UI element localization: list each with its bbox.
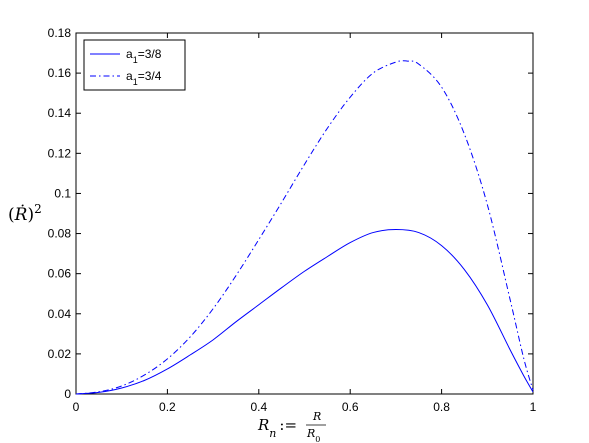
y-tick-label: 0.18 <box>48 26 72 40</box>
svg-text:R0: R0 <box>306 427 320 443</box>
x-tick-label: 0.4 <box>250 400 267 414</box>
legend: a1=3/8 a1=3/4 <box>83 39 186 91</box>
svg-text:R: R <box>312 410 321 423</box>
series-line-0 <box>75 229 534 395</box>
x-tick-label: 0.2 <box>159 400 176 414</box>
legend-label-0: a1=3/8 <box>126 47 162 65</box>
y-tick-label: 0.06 <box>48 267 72 281</box>
x-tick-label: 0 <box>73 400 80 414</box>
y-tick-label: 0.02 <box>48 347 72 361</box>
y-tick-label: 0.14 <box>48 106 72 120</box>
axis-ticks: 0 0.2 0.4 0.6 0.8 1 0 0.02 0.04 0.06 0.08 0.1 0.12 0.… <box>48 26 537 414</box>
y-tick-label: 0.16 <box>48 66 72 80</box>
y-tick-label: 0 <box>64 387 71 401</box>
legend-label-1: a1=3/4 <box>126 69 162 87</box>
x-tick-label: 0.8 <box>433 400 450 414</box>
plot-area <box>75 32 534 395</box>
y-tick-label: 0.12 <box>48 146 72 160</box>
x-axis-label: Rn:= R R0 <box>257 410 326 443</box>
svg-text:Rn:=: Rn:= <box>257 416 297 440</box>
x-tick-label: 1 <box>530 400 537 414</box>
y-tick-label: 0.04 <box>48 307 72 321</box>
x-tick-label: 0.6 <box>342 400 359 414</box>
y-tick-label: 0.08 <box>48 227 72 241</box>
y-tick-label: 0.1 <box>54 186 71 200</box>
series-layer <box>75 60 534 395</box>
series-line-1 <box>75 60 534 395</box>
y-axis-label: (Ṙ)2 <box>8 202 42 225</box>
legend-box <box>83 39 186 91</box>
